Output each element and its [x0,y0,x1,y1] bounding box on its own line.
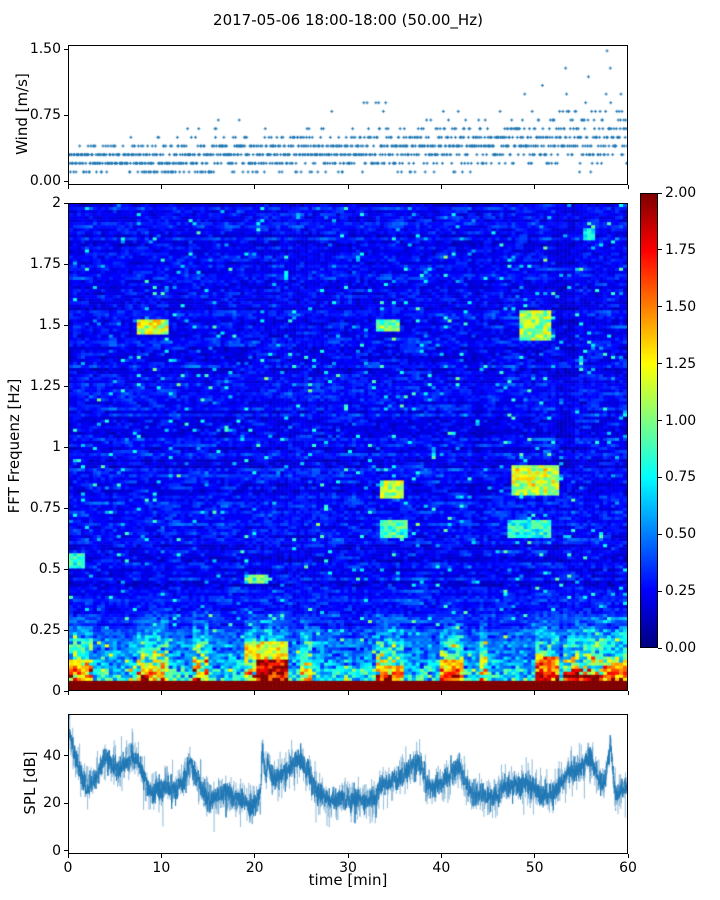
tick-mark [64,263,68,265]
colorbar [640,193,658,648]
tick-mark [64,202,68,204]
tick-label: 1.75 [29,256,61,272]
tick-mark [64,385,68,387]
tick-mark [658,590,662,592]
tick-label: 1 [52,439,61,455]
tick-label: 0.25 [665,583,697,600]
tick-mark [534,185,536,189]
tick-mark [347,854,349,858]
tick-mark [347,185,349,189]
figure-title: 2017-05-06 18:00-18:00 (50.00_Hz) [213,11,483,29]
tick-label: 1.25 [29,378,61,394]
tick-label: 1.00 [665,412,697,429]
wind-plot-area [68,45,628,185]
tick-label: 1.50 [665,298,697,315]
tick-mark [64,324,68,326]
tick-mark [64,629,68,631]
tick-mark [534,854,536,858]
spl-plot-area [68,714,628,854]
tick-mark [658,476,662,478]
tick-mark [64,690,68,692]
tick-label: 30 [339,860,357,876]
tick-label: 40 [43,747,61,764]
tick-mark [64,48,68,50]
fft-spectrogram-canvas [69,204,627,690]
tick-mark [254,854,256,858]
tick-label: 0.50 [665,526,697,543]
tick-mark [64,802,68,804]
tick-mark [254,691,256,695]
tick-label: 0 [63,860,73,876]
tick-label: 20 [245,860,264,876]
tick-mark [440,185,442,189]
tick-mark [627,185,629,189]
tick-label: 10 [152,860,171,876]
spl-line-canvas [69,715,627,853]
tick-label: 50 [525,860,544,876]
tick-label: 60 [619,860,637,876]
tick-label: 0.75 [665,469,697,486]
tick-mark [160,854,162,858]
tick-mark [658,533,662,535]
tick-mark [67,854,69,858]
fft-spectrogram-plot-area [68,203,628,691]
tick-mark [658,647,662,649]
tick-label: 40 [432,860,451,876]
colorbar-gradient-canvas [641,194,657,647]
spl-y-axis-label: SPL [dB] [21,751,39,815]
tick-mark [160,691,162,695]
tick-label: 0 [52,683,61,699]
tick-label: 0 [52,842,61,859]
tick-label: 0.75 [29,500,61,516]
fft-y-axis-label: FFT Frequenz [Hz] [5,378,23,514]
tick-mark [658,249,662,251]
tick-mark [534,691,536,695]
tick-label: 1.5 [38,317,61,333]
tick-label: 20 [43,795,61,812]
tick-mark [658,192,662,194]
x-axis-label: time [min] [308,871,388,889]
tick-mark [64,755,68,757]
tick-mark [440,854,442,858]
tick-mark [160,185,162,189]
tick-label: 2 [52,195,61,211]
tick-mark [440,691,442,695]
tick-mark [64,568,68,570]
tick-mark [627,854,629,858]
tick-mark [64,180,68,182]
tick-label: 1.25 [665,355,697,372]
tick-label: 0.00 [665,640,697,656]
tick-mark [658,306,662,308]
tick-mark [67,691,69,695]
tick-mark [347,691,349,695]
tick-mark [627,691,629,695]
tick-mark [64,850,68,852]
tick-mark [64,507,68,509]
tick-mark [64,114,68,116]
tick-mark [67,185,69,189]
tick-label: 2.00 [665,185,697,201]
tick-mark [64,446,68,448]
tick-label: 1.75 [665,241,697,258]
tick-label: 0.5 [38,561,61,577]
tick-label: 0.25 [29,622,61,638]
tick-label: 0.75 [29,107,61,124]
tick-mark [254,185,256,189]
tick-label: 0.00 [29,173,61,190]
wind-scatter-canvas [69,46,627,184]
tick-label: 1.50 [29,41,61,58]
tick-mark [658,363,662,365]
tick-mark [658,420,662,421]
